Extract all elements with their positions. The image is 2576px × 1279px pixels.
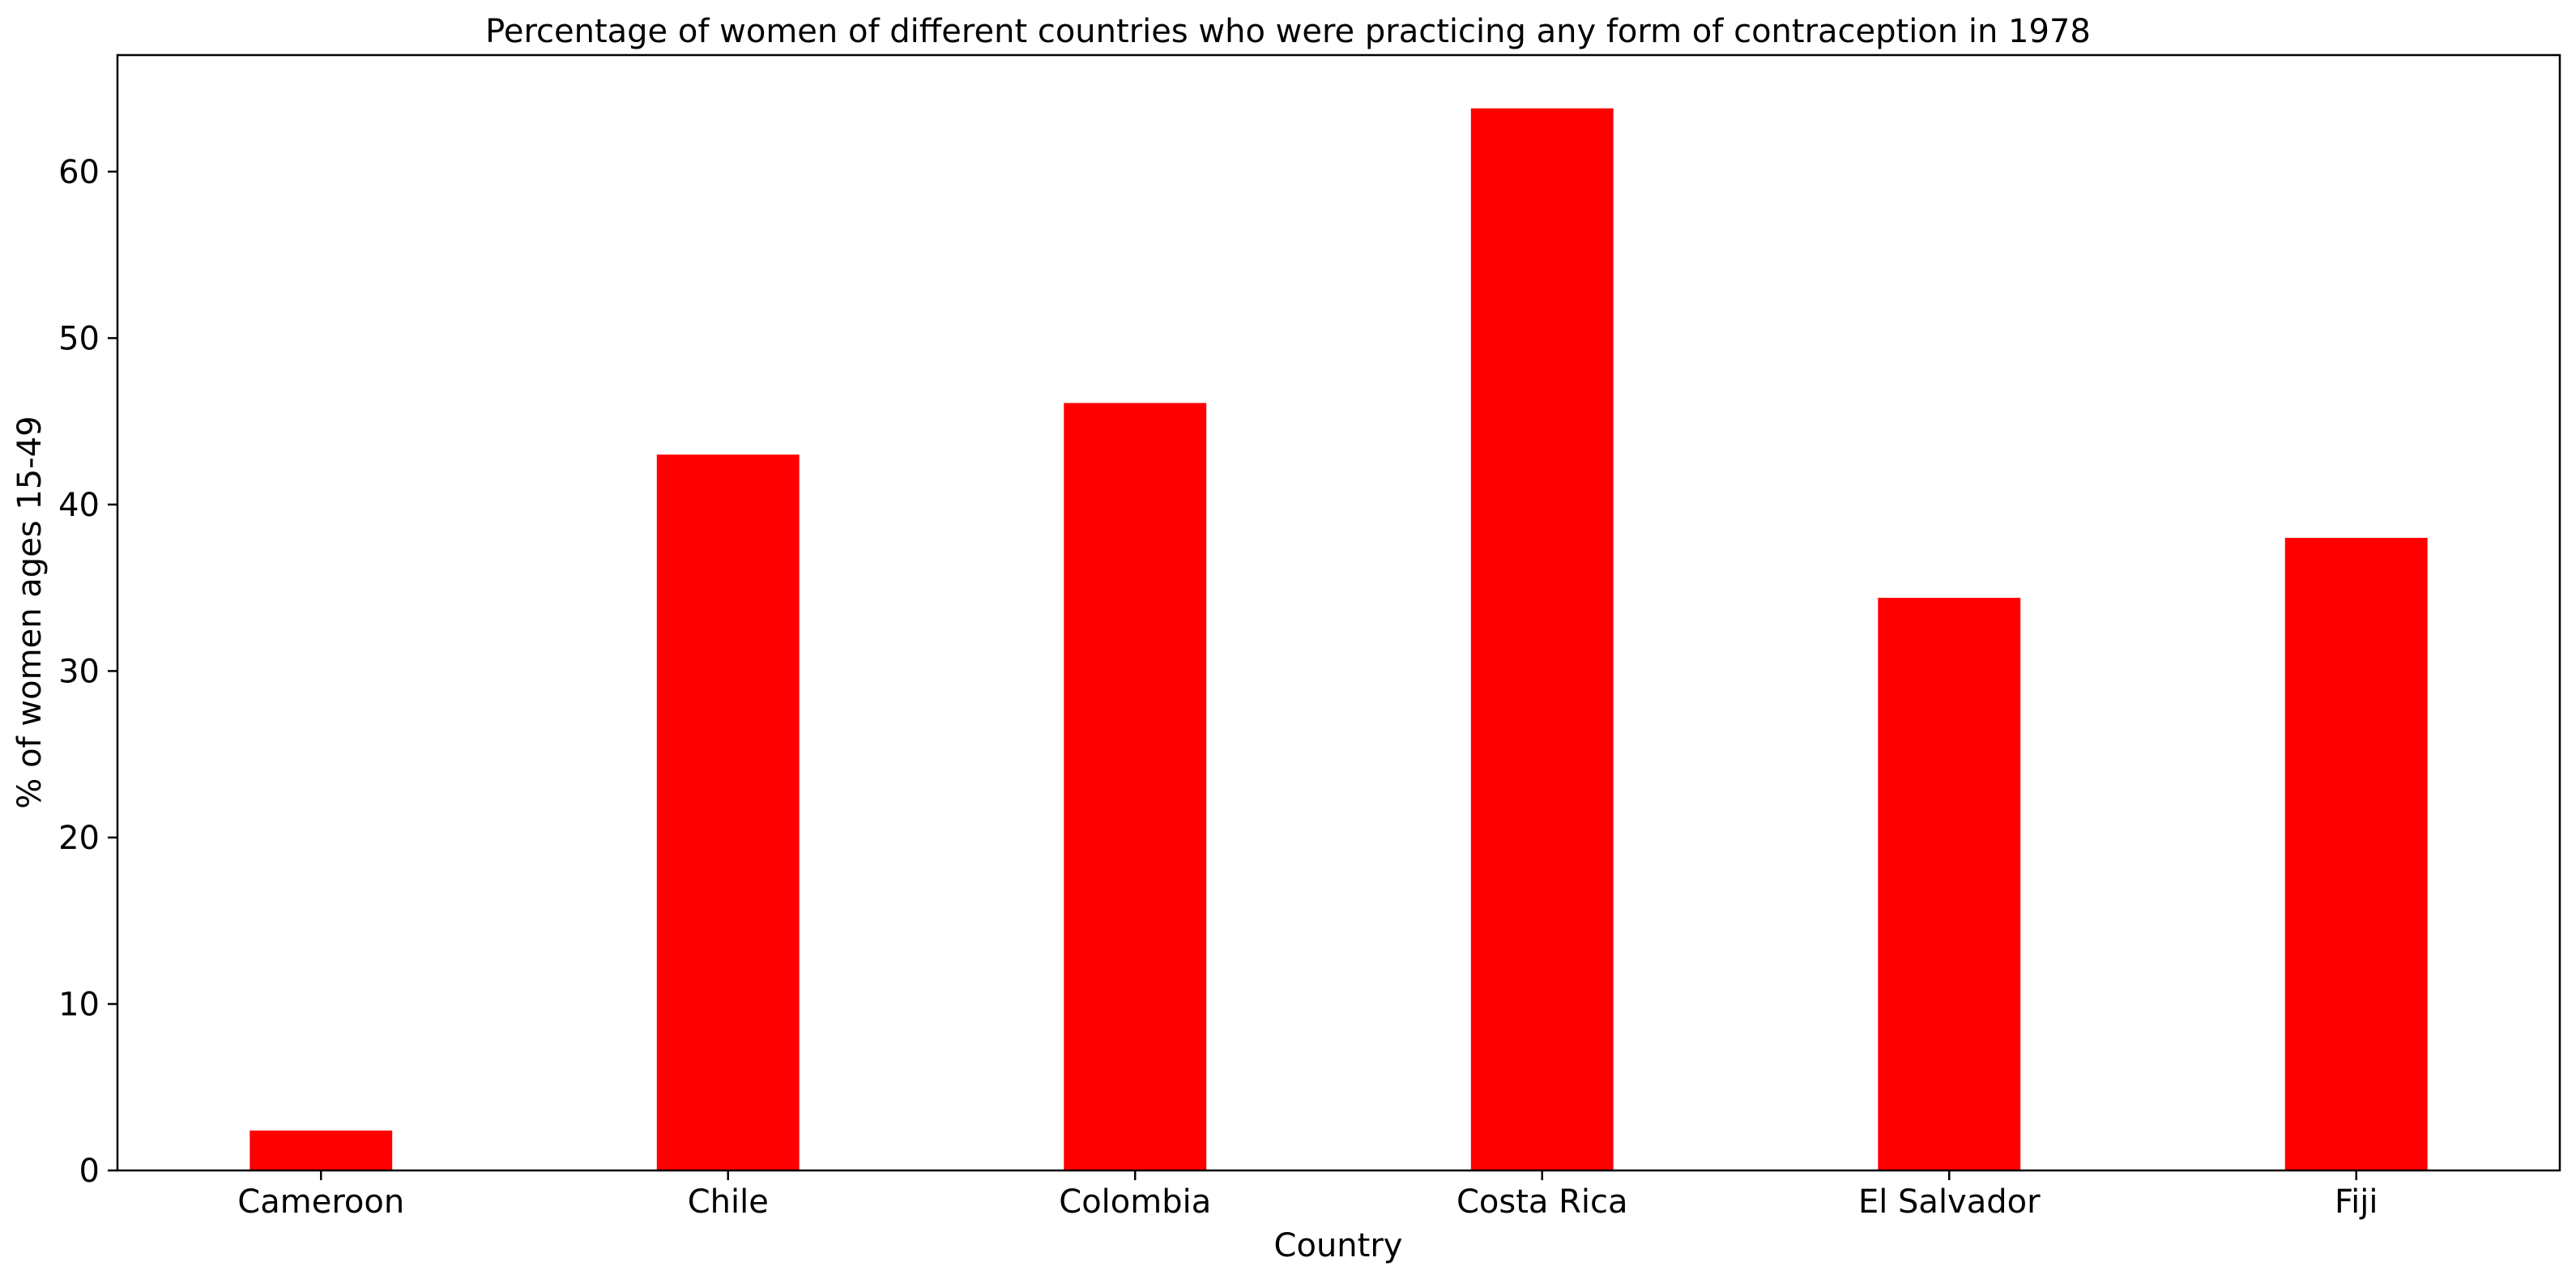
bar-costa-rica <box>1470 108 1614 1170</box>
x-tick-label: Fiji <box>2335 1183 2378 1221</box>
y-tick-label: 30 <box>58 653 100 690</box>
x-axis-ticks: Cameroon Chile Colombia Costa Rica El Salvad… <box>237 1170 2378 1221</box>
bar-cameroon <box>249 1130 393 1170</box>
bars-group <box>249 108 2428 1171</box>
bar-colombia <box>1064 403 1207 1171</box>
bar-fiji <box>2284 538 2428 1170</box>
y-tick-label: 0 <box>79 1153 100 1190</box>
x-tick-label: Chile <box>688 1183 769 1221</box>
y-tick-label: 50 <box>58 320 100 357</box>
x-tick-label: Colombia <box>1059 1183 1211 1221</box>
y-tick-label: 60 <box>58 154 100 191</box>
y-tick-label: 10 <box>58 986 100 1023</box>
bar-el-salvador <box>1878 598 2021 1170</box>
x-tick-label: El Salvador <box>1858 1183 2041 1221</box>
y-tick-label: 40 <box>58 487 100 524</box>
x-axis-label: Country <box>1274 1227 1403 1264</box>
plot-frame <box>116 53 2561 1172</box>
x-tick-label: Cameroon <box>237 1183 404 1221</box>
chart-title: Percentage of women of different countri… <box>485 13 2091 50</box>
bar-chile <box>656 454 800 1170</box>
y-tick-label: 20 <box>58 820 100 857</box>
y-axis-label: % of women ages 15-49 <box>11 416 49 808</box>
y-axis-ticks: 0 10 20 30 40 50 60 <box>58 154 117 1190</box>
x-tick-label: Costa Rica <box>1456 1183 1628 1221</box>
